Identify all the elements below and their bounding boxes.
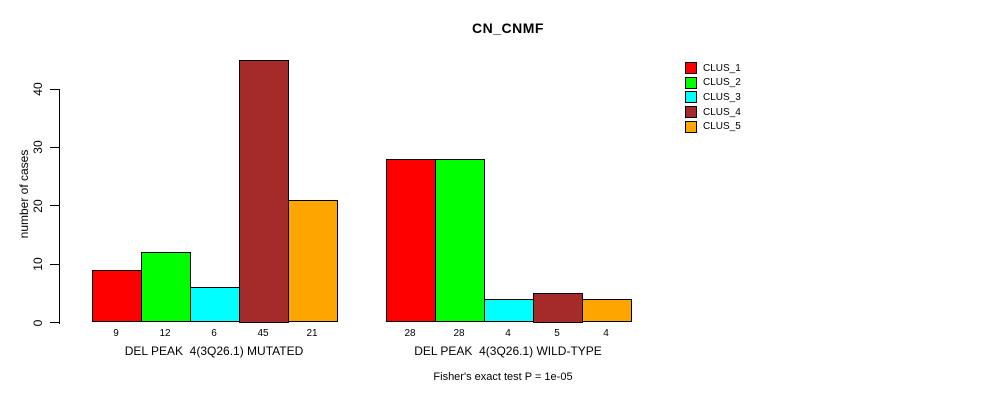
legend-swatch-clus-5 xyxy=(685,120,697,133)
y-axis-tick-label: 0 xyxy=(31,319,45,326)
bar-value-label: 6 xyxy=(211,328,217,339)
y-axis-tick xyxy=(50,146,59,148)
bar-value-label: 4 xyxy=(603,328,609,339)
bar-clus_1 xyxy=(91,269,142,323)
legend-label: CLUS_1 xyxy=(703,62,741,74)
bar-clus_5 xyxy=(287,199,338,323)
legend-item: CLUS_2 xyxy=(685,76,741,91)
legend-label: CLUS_4 xyxy=(703,106,741,118)
pvalue-annotation: Fisher's exact test P = 1e-05 xyxy=(433,371,573,383)
bar-value-label: 28 xyxy=(453,328,465,339)
bar-clus_2 xyxy=(140,252,191,323)
bar-clus_1 xyxy=(385,159,436,323)
y-axis-tick xyxy=(50,205,59,207)
y-axis-label: number of cases xyxy=(17,149,31,239)
y-axis-tick-label: 10 xyxy=(31,257,45,271)
group-label: DEL PEAK 4(3Q26.1) WILD-TYPE xyxy=(414,344,602,358)
bar-value-label: 45 xyxy=(257,328,269,339)
legend-swatch-clus-4 xyxy=(685,106,697,119)
bar-value-label: 9 xyxy=(113,328,119,339)
bar-clus_4 xyxy=(532,293,583,323)
y-axis-tick xyxy=(50,88,59,90)
bar-clus_3 xyxy=(483,299,534,323)
y-axis-tick-label: 20 xyxy=(31,199,45,213)
legend-swatch-clus-3 xyxy=(685,91,697,104)
y-axis-line xyxy=(59,89,60,324)
bar-clus_2 xyxy=(434,159,485,323)
legend-item: CLUS_1 xyxy=(685,61,741,76)
y-axis-tick-label: 40 xyxy=(31,82,45,96)
legend-item: CLUS_5 xyxy=(685,119,741,134)
legend-label: CLUS_3 xyxy=(703,91,741,103)
legend-item: CLUS_3 xyxy=(685,90,741,105)
legend-swatch-clus-2 xyxy=(685,76,697,89)
bar-clus_3 xyxy=(189,287,240,323)
bar-value-label: 21 xyxy=(306,328,318,339)
y-axis-tick xyxy=(50,322,59,323)
legend-label: CLUS_5 xyxy=(703,121,741,133)
bar-value-label: 4 xyxy=(505,328,511,339)
y-axis-tick-label: 30 xyxy=(31,140,45,155)
bar-clus_5 xyxy=(581,299,632,323)
chart-title: CN_CNMF xyxy=(472,20,544,36)
bar-value-label: 28 xyxy=(404,328,416,339)
legend-item: CLUS_4 xyxy=(685,105,741,120)
legend-label: CLUS_2 xyxy=(703,77,741,89)
legend-swatch-clus-1 xyxy=(685,62,697,75)
legend: CLUS_1 CLUS_2 CLUS_3 CLUS_4 CLUS_5 xyxy=(685,61,741,134)
bar-clus_4 xyxy=(238,59,289,323)
bar-value-label: 12 xyxy=(159,328,171,339)
y-axis-tick xyxy=(50,263,59,265)
bar-value-label: 5 xyxy=(554,328,560,339)
group-label: DEL PEAK 4(3Q26.1) MUTATED xyxy=(124,344,304,358)
